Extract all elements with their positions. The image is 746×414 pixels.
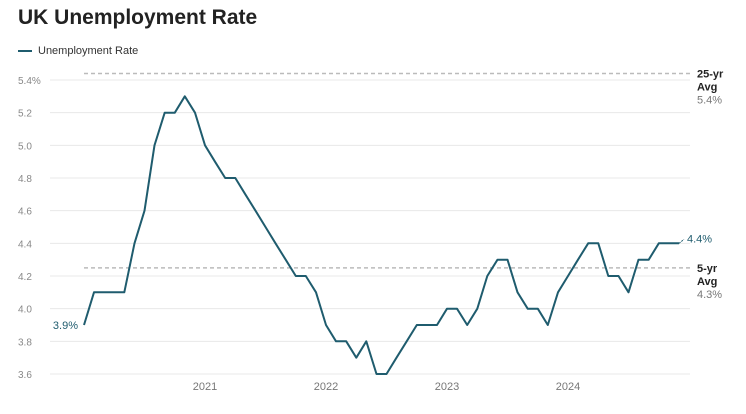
chart-title: UK Unemployment Rate [18,6,258,29]
legend-label: Unemployment Rate [38,45,139,57]
series-line [83,95,679,375]
end-value-label: 4.4% [687,233,712,245]
x-tick-label: 2022 [314,381,338,393]
y-tick-label: 4.8 [18,174,32,185]
end-leader [678,238,685,244]
x-tick-label: 2023 [435,381,459,393]
y-tick-label: 4.6 [18,207,32,218]
x-tick-label: 2024 [556,381,580,393]
reference-value: 5.4% [697,94,722,106]
reference-name: 25-yr [697,68,724,80]
y-tick-label: 4.2 [18,272,32,283]
y-tick-label: 3.8 [18,337,32,348]
y-tick-label: 5.4% [18,76,41,87]
x-tick-label: 2021 [193,381,217,393]
y-tick-label: 5.0 [18,141,32,152]
y-tick-label: 5.2 [18,109,32,120]
legend-swatch [18,50,32,52]
reference-name: Avg [697,81,717,93]
reference-name: 5-yr [697,263,718,275]
reference-name: Avg [697,276,717,288]
y-tick-label: 4.4 [18,239,32,250]
y-tick-label: 4.0 [18,305,32,316]
reference-value: 4.3% [697,289,722,301]
start-value-label: 3.9% [53,320,78,332]
y-tick-label: 3.6 [18,370,32,381]
legend: Unemployment Rate [18,45,138,57]
